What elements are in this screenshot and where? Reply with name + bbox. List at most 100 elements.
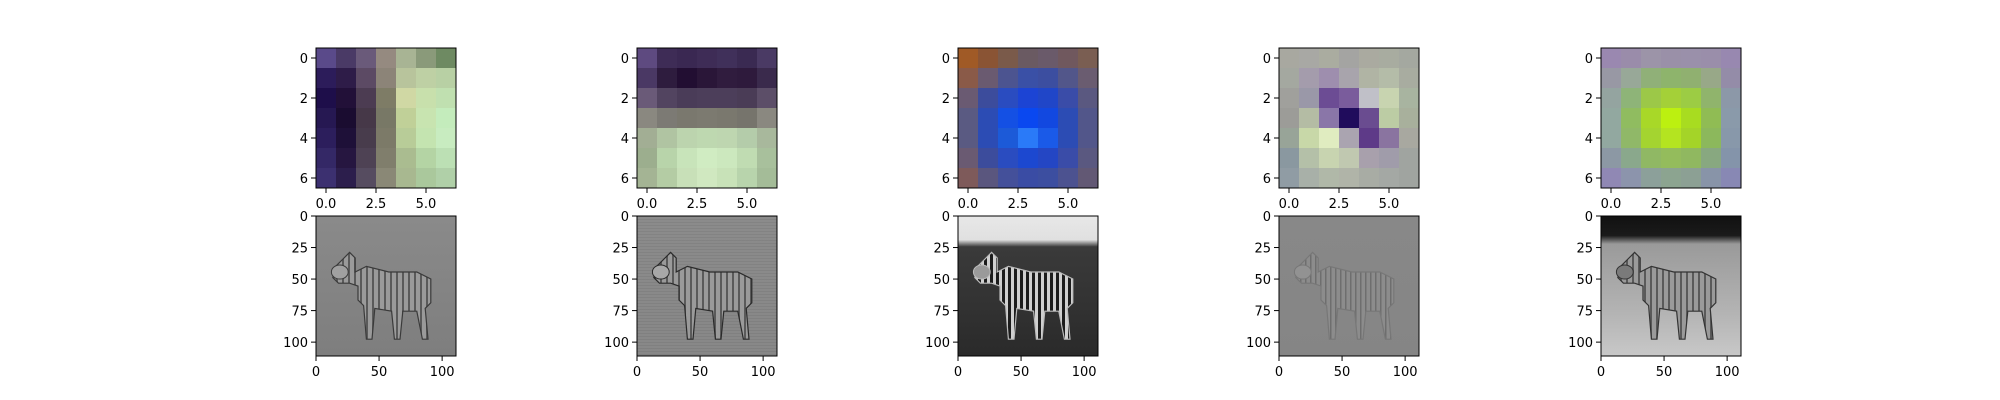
- heatmap-cell: [1661, 68, 1682, 89]
- heatmap-cell: [1681, 168, 1702, 189]
- y-tick-label: 75: [612, 305, 629, 320]
- heatmap-cell: [1661, 48, 1682, 69]
- heatmap-cell: [1038, 48, 1059, 69]
- x-tick-label: 0.0: [958, 197, 979, 212]
- x-tick-label: 0: [954, 365, 962, 380]
- y-tick-label: 100: [604, 336, 629, 351]
- heatmap-cell: [1038, 108, 1059, 129]
- heatmap-cell: [1661, 148, 1682, 169]
- heatmap-cell: [1279, 48, 1300, 69]
- heatmap-cell: [1721, 148, 1742, 169]
- heatmap-cell: [356, 48, 377, 69]
- heatmap-cell: [958, 48, 979, 69]
- heatmap-cell: [376, 148, 397, 169]
- feature-map-5: 0 50 100 0 25 50 75 100: [1568, 210, 1742, 380]
- y-tick-label: 25: [291, 242, 308, 257]
- heatmap-cell: [657, 148, 678, 169]
- y-tick-label: 50: [933, 273, 950, 288]
- x-tick-label: 2.5: [366, 197, 387, 212]
- x-tick-label: 2.5: [687, 197, 708, 212]
- heatmap-cell: [998, 88, 1019, 109]
- y-tick-label: 0: [300, 210, 308, 225]
- heatmap-cell: [436, 108, 457, 129]
- heatmap-cell: [1359, 48, 1380, 69]
- heatmap-cell: [1279, 168, 1300, 189]
- heatmap-cell: [336, 48, 357, 69]
- heatmap-cell: [396, 128, 417, 149]
- y-tick-label: 4: [300, 132, 308, 147]
- heatmap-cell: [356, 148, 377, 169]
- heatmap-cell: [1701, 128, 1722, 149]
- y-tick-label: 4: [1263, 132, 1271, 147]
- heatmap-cell: [737, 108, 758, 129]
- y-tick-label: 6: [621, 172, 629, 187]
- zebra-head: [330, 264, 349, 280]
- heatmap-cell: [1058, 128, 1079, 149]
- heatmap-cell: [1399, 148, 1420, 169]
- heatmap-cell: [436, 168, 457, 189]
- axes-frame: [957, 47, 1099, 189]
- x-tick-label: 100: [1715, 365, 1740, 380]
- heatmap-cell: [1078, 88, 1099, 109]
- heatmap-cell: [998, 168, 1019, 189]
- heatmap-cell: [1701, 68, 1722, 89]
- heatmap-cell: [1621, 108, 1642, 129]
- heatmap-cell: [1379, 108, 1400, 129]
- y-tick-label: 6: [942, 172, 950, 187]
- y-tick-label: 0: [1585, 52, 1593, 67]
- y-tick-label: 0: [1263, 210, 1271, 225]
- heatmap-cell: [1681, 128, 1702, 149]
- heatmap-cell: [376, 108, 397, 129]
- heatmap-cell: [376, 88, 397, 109]
- heatmap-cell: [677, 88, 698, 109]
- heatmap-cell: [1319, 48, 1340, 69]
- heatmap-cell: [1681, 48, 1702, 69]
- y-tick-label: 75: [1576, 305, 1593, 320]
- heatmap-cell: [958, 88, 979, 109]
- heatmap-cell: [416, 48, 437, 69]
- x-tick-label: 100: [430, 365, 455, 380]
- heatmap-cell: [657, 88, 678, 109]
- heatmap-cell: [1721, 108, 1742, 129]
- heatmap-cell: [436, 88, 457, 109]
- axes-frame: [315, 215, 457, 357]
- filter-heatmap-5: 0.0 2.5 5.0 0 2 4 6: [1585, 47, 1742, 212]
- heatmap-cell: [1299, 128, 1320, 149]
- heatmap-cell: [697, 48, 718, 69]
- heatmap-cell: [336, 108, 357, 129]
- feature-map-1: 0 50 100 0 25 50 75 100: [283, 210, 457, 380]
- heatmap-cell: [637, 48, 658, 69]
- axes-frame: [636, 215, 778, 357]
- x-tick-label: 50: [1334, 365, 1351, 380]
- heatmap-cell: [677, 68, 698, 89]
- heatmap-cell: [717, 148, 738, 169]
- heatmap-cell: [958, 148, 979, 169]
- heatmap-cell: [978, 148, 999, 169]
- heatmap-cell: [1721, 48, 1742, 69]
- x-tick-label: 2.5: [1008, 197, 1029, 212]
- heatmap-cell: [1399, 48, 1420, 69]
- heatmap-cell: [1339, 88, 1360, 109]
- y-tick-label: 50: [1576, 273, 1593, 288]
- heatmap-cell: [737, 168, 758, 189]
- heatmap-cell: [717, 88, 738, 109]
- y-tick-label: 75: [291, 305, 308, 320]
- x-tick-label: 5.0: [416, 197, 437, 212]
- heatmap-cell: [677, 168, 698, 189]
- x-tick-label: 100: [751, 365, 776, 380]
- heatmap-cell: [1701, 148, 1722, 169]
- y-tick-label: 2: [300, 92, 308, 107]
- heatmap-cell: [958, 108, 979, 129]
- filter-heatmap-4: 0.0 2.5 5.0 0 2 4 6: [1263, 47, 1420, 212]
- filter-heatmap-2: 0.0 2.5 5.0 0 2 4 6: [621, 47, 778, 212]
- heatmap-cell: [717, 128, 738, 149]
- heatmap-cell: [978, 88, 999, 109]
- heatmap-cell: [396, 148, 417, 169]
- heatmap-cell: [1601, 48, 1622, 69]
- heatmap-cell: [1601, 88, 1622, 109]
- heatmap-cell: [1299, 168, 1320, 189]
- heatmap-cell: [657, 108, 678, 129]
- heatmap-cell: [1379, 128, 1400, 149]
- heatmap-cell: [376, 68, 397, 89]
